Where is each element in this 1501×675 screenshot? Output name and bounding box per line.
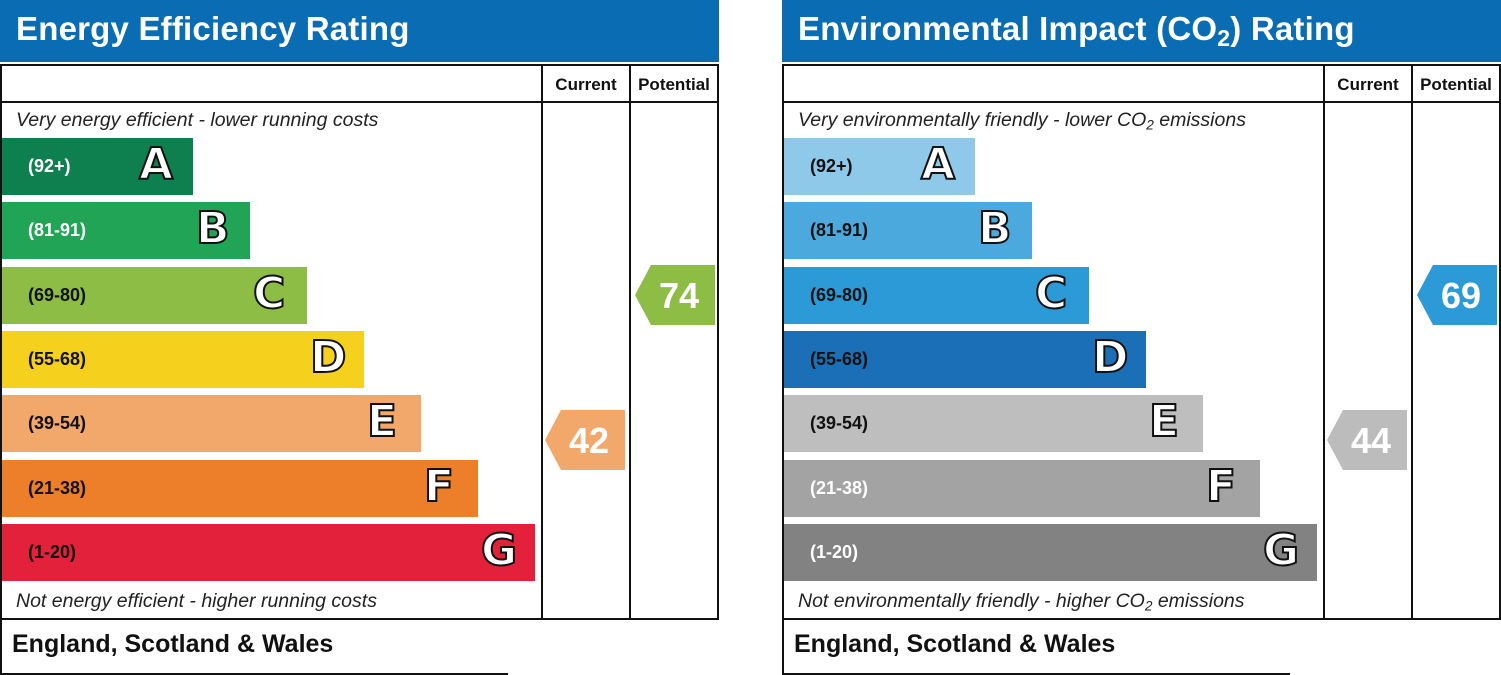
- current-marker-shape: [545, 410, 625, 471]
- environmental-impact-chart-frame: Current Potential Very environmentally f…: [782, 64, 1501, 620]
- potential-column-header: Potential: [638, 75, 710, 94]
- current-marker-shape: [1327, 410, 1407, 471]
- band-letter: A: [138, 138, 174, 191]
- potential-marker-shape: [635, 264, 715, 325]
- band-range-label: (1-20): [810, 541, 859, 562]
- band-g: (1-20) G: [784, 523, 1317, 581]
- band-range-label: (55-68): [28, 348, 87, 369]
- band-b: (81-91) B: [784, 202, 1032, 260]
- environmental-impact-title: Environmental Impact (CO2) Rating: [798, 10, 1355, 51]
- bottom-caption: Not environmentally friendly - higher CO…: [798, 590, 1245, 614]
- current-rating-value: 44: [1350, 420, 1392, 462]
- band-f: (21-38) F: [2, 459, 478, 517]
- current-column-divider: [541, 66, 543, 618]
- current-column-divider: [1323, 66, 1325, 618]
- band-letter: D: [1091, 331, 1130, 384]
- header-divider: [2, 101, 717, 103]
- band-letter: G: [480, 524, 518, 577]
- band-letter: G: [1262, 524, 1300, 577]
- energy-efficiency-title: Energy Efficiency Rating: [16, 10, 410, 47]
- band-letter: E: [366, 395, 398, 448]
- potential-column-divider: [629, 66, 631, 618]
- band-range-label: (92+): [28, 156, 71, 176]
- band-letter: C: [252, 267, 286, 320]
- energy-efficiency-chart-frame: Current Potential Very energy efficient …: [0, 64, 719, 620]
- potential-marker-arrow: [1417, 264, 1497, 325]
- band-range-label: (21-38): [810, 477, 869, 498]
- current-marker-arrow: [545, 410, 625, 471]
- band-letter: F: [1205, 460, 1237, 513]
- potential-rating-marker: 74: [635, 264, 715, 325]
- energy-efficiency-title-bar: Energy Efficiency Rating: [0, 0, 719, 62]
- top-caption: Very environmentally friendly - lower CO…: [798, 109, 1246, 133]
- energy-efficiency-panel: Energy Efficiency Rating Current Potenti…: [0, 0, 719, 675]
- current-rating-marker: 44: [1327, 410, 1407, 471]
- potential-marker-shape: [1417, 264, 1497, 325]
- band-d: (55-68) D: [784, 330, 1146, 388]
- current-column-header: Current: [555, 75, 617, 94]
- current-column-header: Current: [1337, 75, 1399, 94]
- band-range-label: (21-38): [28, 477, 87, 498]
- top-caption: Very energy efficient - lower running co…: [16, 109, 379, 131]
- header-divider: [784, 101, 1499, 103]
- band-range-label: (69-80): [810, 284, 869, 305]
- band-letter: F: [423, 460, 455, 513]
- band-e: (39-54) E: [2, 395, 421, 453]
- band-letter: D: [309, 331, 348, 384]
- band-range-label: (1-20): [28, 541, 77, 562]
- band-c: (69-80) C: [784, 266, 1089, 324]
- potential-column-header: Potential: [1420, 75, 1492, 94]
- region-footer: England, Scotland & Wales: [0, 618, 508, 675]
- potential-rating-value: 69: [1440, 274, 1482, 316]
- band-range-label: (55-68): [810, 348, 869, 369]
- band-letter: A: [920, 138, 956, 191]
- band-letter: B: [195, 202, 231, 255]
- band-c: (69-80) C: [2, 266, 307, 324]
- band-f: (21-38) F: [784, 459, 1260, 517]
- band-b: (81-91) B: [2, 202, 250, 260]
- potential-rating-marker: 69: [1417, 264, 1497, 325]
- potential-rating-value: 74: [658, 274, 700, 316]
- current-marker-arrow: [1327, 410, 1407, 471]
- band-range-label: (69-80): [28, 284, 87, 305]
- environmental-impact-panel: Environmental Impact (CO2) Rating Curren…: [782, 0, 1501, 675]
- bottom-caption: Not energy efficient - higher running co…: [16, 590, 377, 612]
- current-rating-value: 42: [568, 420, 610, 462]
- band-range-label: (92+): [810, 156, 853, 176]
- band-letter: B: [977, 202, 1013, 255]
- potential-column-divider: [1411, 66, 1413, 618]
- region-footer-text: England, Scotland & Wales: [12, 630, 334, 658]
- band-g: (1-20) G: [2, 523, 535, 581]
- band-letter: C: [1034, 267, 1068, 320]
- band-range-label: (81-91): [810, 220, 869, 241]
- band-a: (92+) A: [2, 138, 193, 195]
- region-footer-text: England, Scotland & Wales: [794, 630, 1116, 658]
- environmental-impact-title-bar: Environmental Impact (CO2) Rating: [782, 0, 1501, 62]
- region-footer: England, Scotland & Wales: [782, 618, 1290, 675]
- band-range-label: (39-54): [810, 413, 869, 434]
- current-rating-marker: 42: [545, 410, 625, 471]
- potential-marker-arrow: [635, 264, 715, 325]
- band-range-label: (81-91): [28, 220, 87, 241]
- band-a: (92+) A: [784, 138, 975, 195]
- band-e: (39-54) E: [784, 395, 1203, 453]
- band-letter: E: [1148, 395, 1180, 448]
- band-range-label: (39-54): [28, 413, 87, 434]
- band-d: (55-68) D: [2, 330, 364, 388]
